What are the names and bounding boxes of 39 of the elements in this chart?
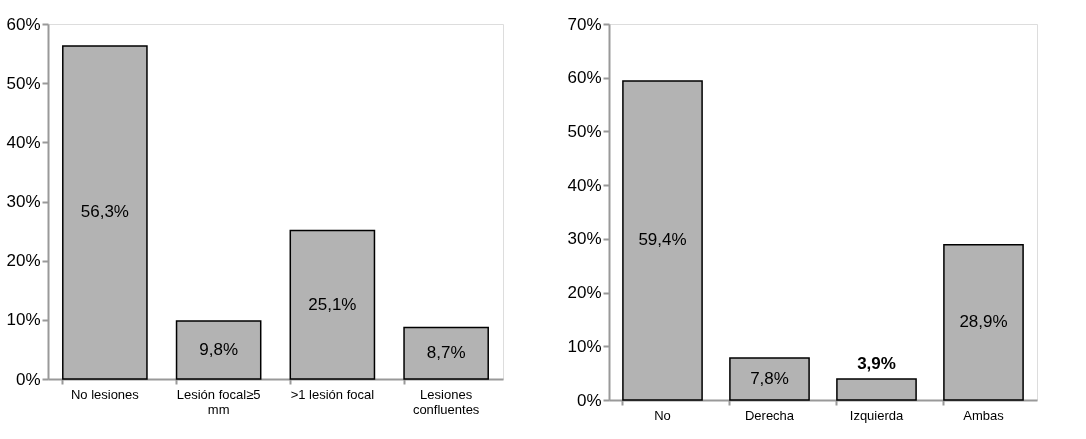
- y-tick-label: 60%: [567, 68, 602, 88]
- data-label: 8,7%: [426, 343, 466, 363]
- y-tick-label: 60%: [6, 14, 41, 34]
- y-tick-label: 40%: [6, 132, 41, 152]
- y-tick-label: 70%: [567, 14, 602, 34]
- bar: [175, 320, 262, 380]
- y-tick-label: 50%: [567, 121, 602, 141]
- bar: [943, 244, 1024, 401]
- y-tick-label: 0%: [15, 369, 41, 389]
- bar: [622, 80, 703, 401]
- y-tick-label: 30%: [6, 192, 41, 211]
- data-label: 56,3%: [80, 202, 129, 222]
- bar: [403, 326, 489, 380]
- x-tick-label: >1 lesión focal: [290, 386, 375, 402]
- bar: [62, 45, 148, 380]
- y-tick-label: 20%: [567, 283, 602, 303]
- data-label: 7,8%: [750, 369, 789, 389]
- data-label: 28,9%: [959, 312, 1008, 332]
- bar: [289, 229, 376, 380]
- x-tick-label: Izquierda: [849, 407, 905, 423]
- bar: [729, 357, 810, 401]
- bar: [836, 378, 917, 401]
- data-label: 3,9%: [857, 354, 896, 374]
- y-tick-label: 50%: [6, 73, 41, 93]
- y-tick-label: 10%: [567, 336, 602, 356]
- x-tick-label: No: [654, 407, 671, 423]
- y-tick-label: 0%: [576, 390, 602, 410]
- y-tick-label: 20%: [6, 251, 41, 271]
- x-tick-label: Lesión focal≥5 mm: [176, 386, 261, 417]
- x-tick-label: Ambas: [963, 407, 1005, 423]
- x-tick-label: Derecha: [744, 407, 795, 423]
- data-label: 59,4%: [638, 230, 687, 250]
- data-label: 9,8%: [199, 340, 238, 360]
- y-tick-label: 40%: [567, 175, 602, 195]
- data-label: 25,1%: [308, 294, 357, 314]
- y-tick-label: 10%: [6, 310, 41, 330]
- x-tick-label: No lesiones: [70, 386, 140, 402]
- y-tick-label: 30%: [567, 229, 602, 249]
- x-tick-label: Lesiones confluentes: [412, 386, 480, 417]
